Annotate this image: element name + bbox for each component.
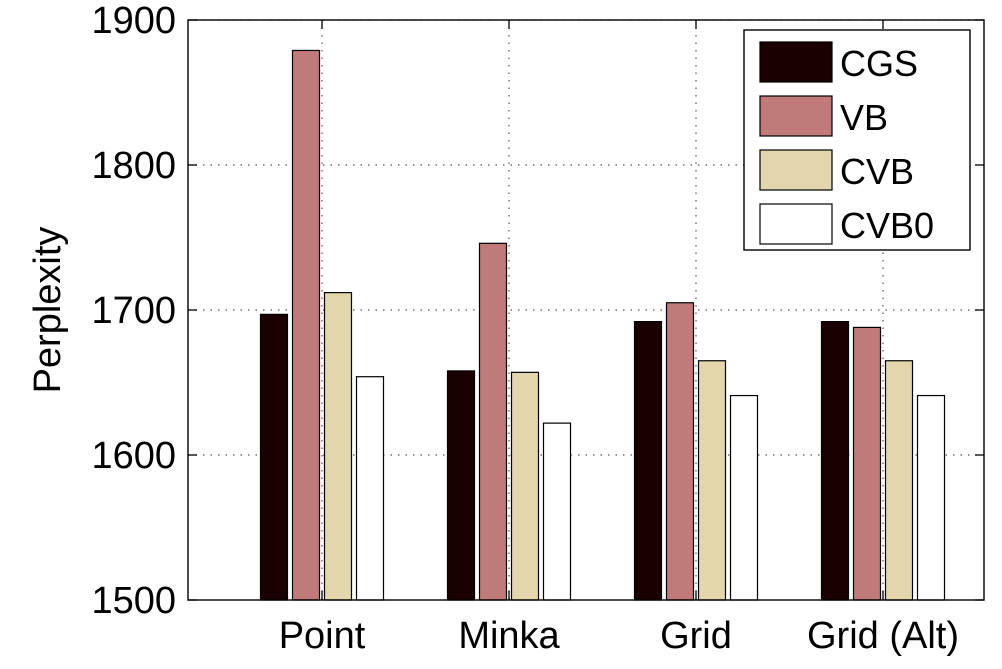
bar-cvb0-point [355,376,385,601]
bar-cvb-grid [697,360,727,601]
legend-swatch-cgs [759,41,833,83]
bar-cvb-minka [510,371,540,601]
y-tick-label: 1700 [91,290,176,332]
bar-cgs-grid-alt [820,321,850,601]
legend-swatch-vb [759,95,833,137]
bar-cgs-minka [446,370,476,601]
x-tick-label: Grid (Alt) [807,615,959,657]
y-tick-label: 1900 [91,0,176,42]
bar-cvb-grid-alt [884,360,914,601]
y-axis-label: Perplexity [27,227,69,394]
x-tick-label: Minka [458,615,560,657]
bar-cgs-point [259,313,289,601]
bar-vb-point [291,49,321,601]
legend-label-cvb0: CVB0 [840,205,934,246]
x-tick-label: Grid [660,615,732,657]
legend-label-vb: VB [840,97,888,138]
bar-cvb0-minka [542,422,572,601]
legend-swatch-cvb [759,149,833,191]
bar-vb-minka [478,242,508,601]
legend-label-cvb: CVB [840,151,914,192]
tick-labels: 1500 1600 1700 1800 1900 Point Minka Grid Grid (… [91,0,959,657]
bar-vb-grid [665,302,695,601]
bar-cgs-grid [633,321,663,601]
bar-cvb0-grid [729,394,759,601]
legend-swatch-cvb0 [759,203,833,245]
axes [187,19,985,601]
legend: CGS VB CVB CVB0 [743,29,971,251]
legend-label-cgs: CGS [840,43,918,84]
x-tick-label: Point [279,615,366,657]
bar-cvb-point [323,292,353,601]
y-tick-label: 1600 [91,435,176,477]
bar-vb-grid-alt [852,326,882,601]
y-tick-label: 1500 [91,580,176,622]
bar-cvb0-grid-alt [916,394,946,601]
plot-frame [187,19,985,601]
y-tick-label: 1800 [91,145,176,187]
